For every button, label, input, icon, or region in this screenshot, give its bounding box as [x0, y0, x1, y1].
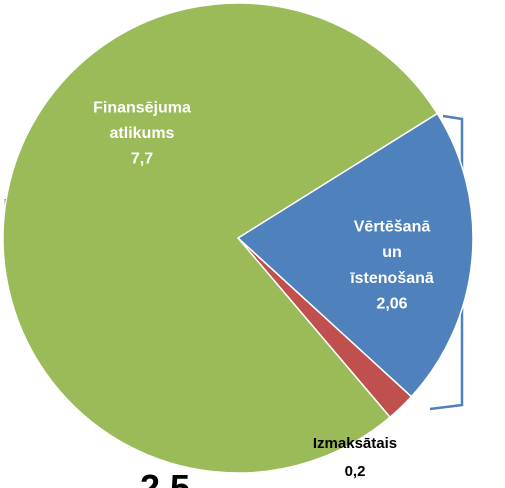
pie-slice — [2, 2, 439, 474]
pie-slice — [236, 112, 474, 398]
slice-label: Finansējuma atlikums — [93, 99, 191, 142]
slice-label: Izmaksātais — [313, 435, 397, 452]
value-label: 0,2 — [345, 463, 366, 480]
slice-label: Vērtēšanā un īstenošanā — [349, 219, 434, 287]
value-label: 7,7 — [131, 151, 153, 168]
value-label: 2,06 — [376, 295, 407, 312]
annotation: 2,5 — [140, 467, 190, 488]
